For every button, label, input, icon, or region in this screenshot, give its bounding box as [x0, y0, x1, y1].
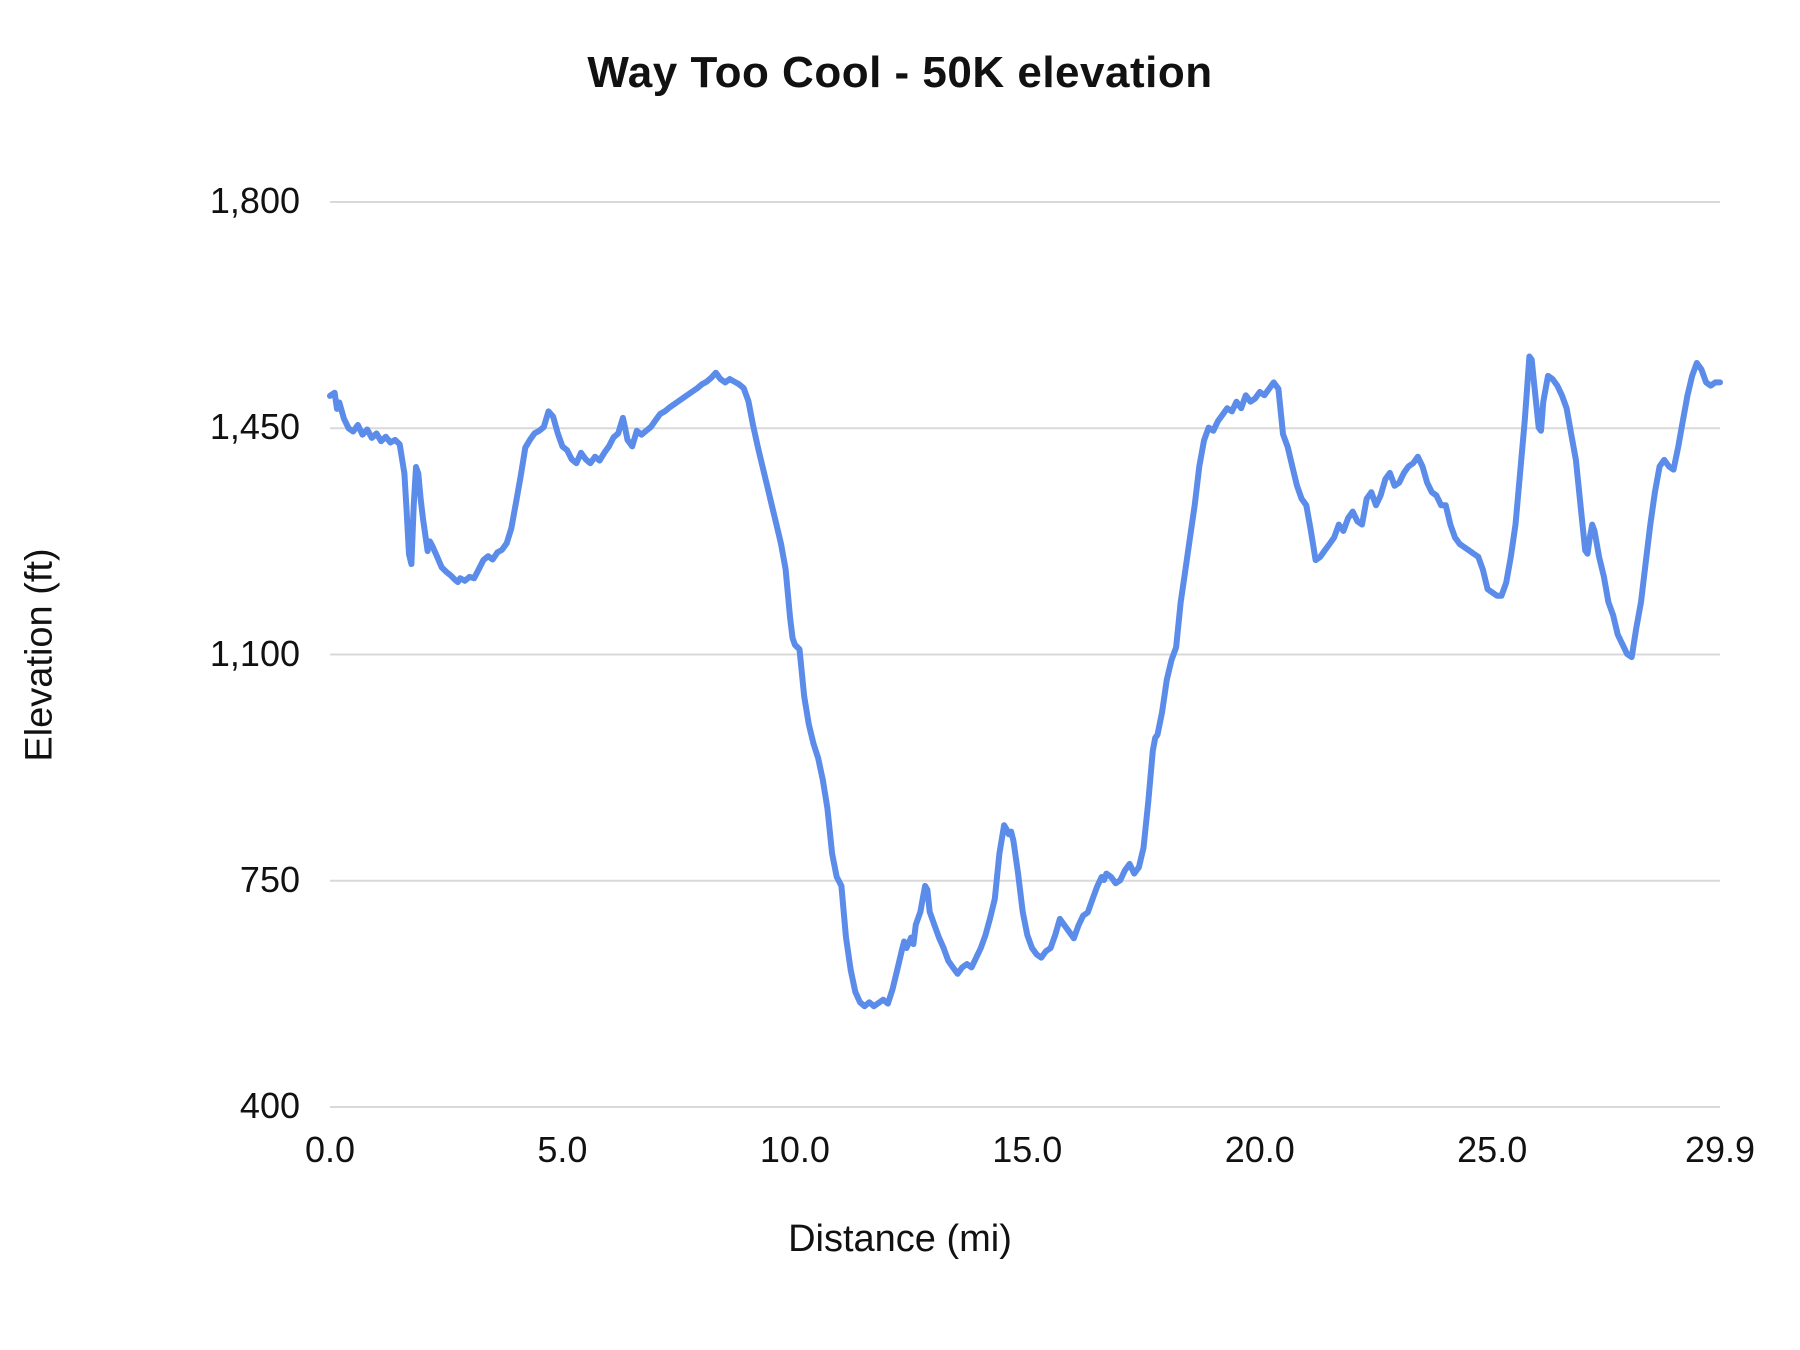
gridlines	[330, 201, 1720, 1108]
chart-title: Way Too Cool - 50K elevation	[587, 48, 1213, 97]
y-tick-label: 1,450	[209, 406, 300, 448]
x-tick-label: 5.0	[537, 1129, 588, 1170]
x-tick-label: 25.0	[1457, 1129, 1528, 1170]
x-tick-label: 15.0	[992, 1129, 1063, 1170]
y-tick-label: 750	[239, 858, 300, 900]
x-axis-label: Distance (mi)	[788, 1218, 1012, 1260]
y-tick-label: 400	[239, 1085, 300, 1126]
elevation-line	[327, 353, 1723, 1010]
x-tick-label: 29.9	[1684, 1129, 1756, 1170]
y-tick-label: 1,100	[209, 632, 300, 674]
x-tick-label: 0.0	[304, 1129, 356, 1170]
x-tick-label: 10.0	[759, 1129, 830, 1170]
x-tick-label: 20.0	[1224, 1129, 1295, 1170]
y-tick-label: 1,800	[209, 180, 300, 221]
